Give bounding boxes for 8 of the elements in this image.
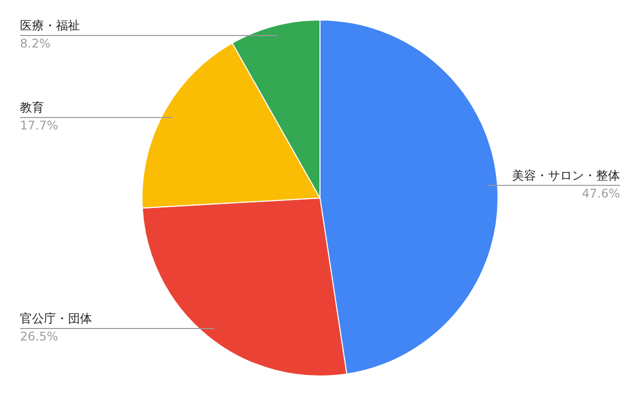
slice-label: 官公庁・団体 bbox=[20, 311, 92, 326]
slice-label: 美容・サロン・整体 bbox=[512, 168, 620, 182]
data-label: 47.6% bbox=[582, 186, 620, 200]
data-label: 8.2% bbox=[20, 36, 50, 51]
data-label: 17.7% bbox=[20, 118, 58, 133]
data-label: 26.5% bbox=[20, 329, 58, 344]
slice-label: 教育 bbox=[20, 100, 44, 115]
slice-label: 医療・福祉 bbox=[20, 18, 80, 33]
